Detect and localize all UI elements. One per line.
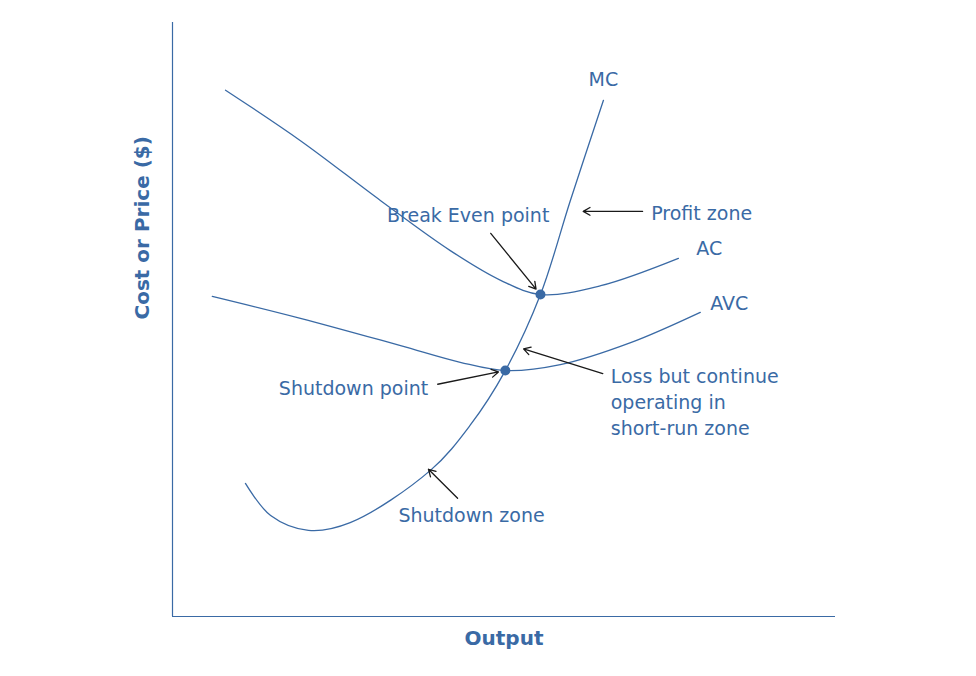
- svg-text:MC: MC: [589, 68, 619, 90]
- svg-text:Shutdown point: Shutdown point: [279, 377, 428, 399]
- svg-text:Break Even point: Break Even point: [387, 204, 549, 226]
- svg-text:Shutdown zone: Shutdown zone: [398, 504, 544, 526]
- svg-text:Loss but continueoperating ins: Loss but continueoperating inshort-run z…: [611, 365, 779, 438]
- svg-text:Cost or Price ($): Cost or Price ($): [130, 136, 154, 319]
- svg-text:AC: AC: [696, 237, 722, 259]
- svg-text:Profit zone: Profit zone: [651, 202, 752, 224]
- svg-text:AVC: AVC: [710, 292, 748, 314]
- svg-text:Output: Output: [465, 626, 544, 650]
